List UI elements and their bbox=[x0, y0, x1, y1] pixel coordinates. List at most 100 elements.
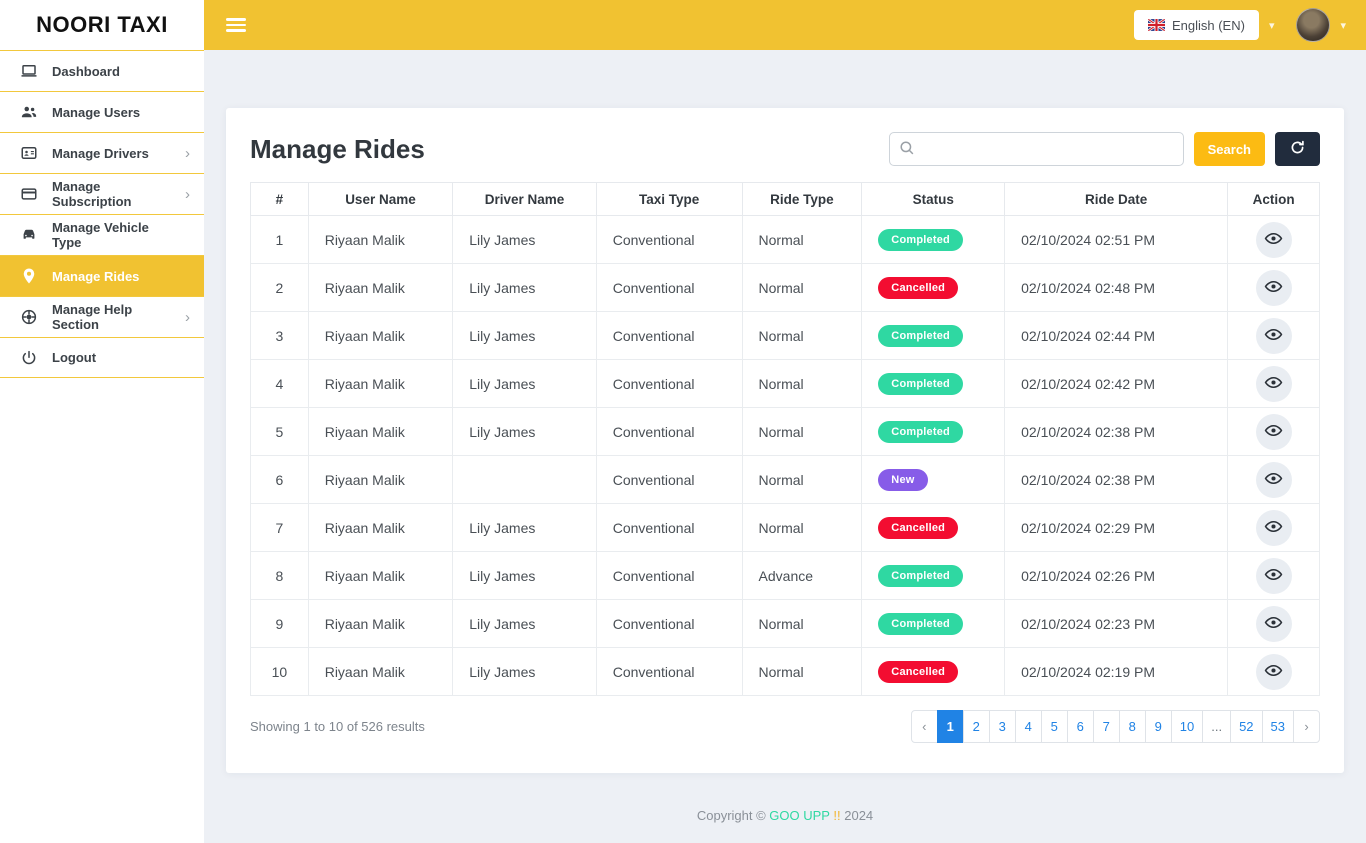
search-button[interactable]: Search bbox=[1193, 132, 1265, 166]
cell-ride-date: 02/10/2024 02:29 PM bbox=[1004, 503, 1229, 552]
view-ride-button[interactable] bbox=[1255, 269, 1292, 306]
users-icon bbox=[20, 103, 38, 121]
map-pin-icon bbox=[20, 267, 38, 285]
view-ride-button[interactable] bbox=[1255, 509, 1292, 546]
table-row: 5 Riyaan Malik Lily James Conventional N… bbox=[250, 407, 1320, 456]
cell-number: 4 bbox=[250, 359, 309, 408]
table-row: 9 Riyaan Malik Lily James Conventional N… bbox=[250, 599, 1320, 648]
cell-ride-date: 02/10/2024 02:48 PM bbox=[1004, 263, 1229, 312]
pagination-page-6[interactable]: 6 bbox=[1066, 710, 1094, 743]
refresh-button[interactable] bbox=[1275, 132, 1320, 166]
language-caret-icon[interactable]: ▾ bbox=[1268, 19, 1275, 32]
view-ride-button[interactable] bbox=[1255, 605, 1292, 642]
eye-icon bbox=[1264, 469, 1283, 491]
main-content: Manage Rides Search bbox=[204, 50, 1366, 843]
pagination-page-2[interactable]: 2 bbox=[962, 710, 990, 743]
cell-action bbox=[1227, 311, 1320, 360]
cell-number: 9 bbox=[250, 599, 309, 648]
table-row: 10 Riyaan Malik Lily James Conventional … bbox=[250, 647, 1320, 696]
status-badge: Cancelled bbox=[878, 516, 959, 539]
status-badge: Completed bbox=[878, 372, 963, 395]
view-ride-button[interactable] bbox=[1255, 413, 1292, 450]
cell-action bbox=[1227, 647, 1320, 696]
sidebar-item-manage-drivers[interactable]: Manage Drivers › bbox=[0, 132, 204, 173]
view-ride-button[interactable] bbox=[1255, 461, 1292, 498]
cell-driver-name: Lily James bbox=[452, 599, 597, 648]
cell-taxi-type: Conventional bbox=[595, 647, 743, 696]
sidebar-item-manage-rides[interactable]: Manage Rides › bbox=[0, 255, 204, 296]
status-badge: New bbox=[878, 468, 928, 491]
eye-icon bbox=[1264, 661, 1283, 683]
language-selector-button[interactable]: English (EN) bbox=[1133, 10, 1259, 40]
cell-user-name: Riyaan Malik bbox=[307, 215, 454, 264]
cell-action bbox=[1227, 215, 1320, 264]
cell-status: Completed bbox=[861, 599, 1006, 648]
eye-icon bbox=[1264, 613, 1283, 635]
sidebar-item-manage-users[interactable]: Manage Users › bbox=[0, 91, 204, 132]
view-ride-button[interactable] bbox=[1255, 365, 1292, 402]
cell-ride-type: Normal bbox=[741, 455, 863, 504]
page-title: Manage Rides bbox=[250, 133, 425, 164]
cell-number: 7 bbox=[250, 503, 309, 552]
search-input[interactable] bbox=[888, 132, 1184, 166]
sidebar-item-logout[interactable]: Logout › bbox=[0, 337, 204, 378]
cell-ride-type: Normal bbox=[741, 407, 863, 456]
column-header: # bbox=[250, 182, 309, 216]
column-header: Driver Name bbox=[452, 182, 597, 216]
cell-status: Completed bbox=[861, 359, 1006, 408]
pagination-page-9[interactable]: 9 bbox=[1144, 710, 1172, 743]
cell-status: Completed bbox=[861, 407, 1006, 456]
pagination-next[interactable]: › bbox=[1293, 710, 1320, 743]
footer-brand-link[interactable]: GOO UPP bbox=[769, 808, 830, 823]
cell-user-name: Riyaan Malik bbox=[307, 551, 454, 600]
pagination-page-10[interactable]: 10 bbox=[1170, 710, 1204, 743]
hamburger-menu-icon[interactable] bbox=[226, 18, 246, 32]
pagination-page-7[interactable]: 7 bbox=[1092, 710, 1120, 743]
pagination-page-3[interactable]: 3 bbox=[988, 710, 1016, 743]
cell-ride-type: Normal bbox=[741, 215, 863, 264]
sidebar-item-dashboard[interactable]: Dashboard › bbox=[0, 50, 204, 91]
pagination-page-53[interactable]: 53 bbox=[1261, 710, 1294, 743]
sidebar-item-manage-vehicle-type[interactable]: Manage Vehicle Type › bbox=[0, 214, 204, 255]
cell-ride-type: Advance bbox=[741, 551, 863, 600]
eye-icon bbox=[1264, 277, 1283, 299]
pagination-prev[interactable]: ‹ bbox=[910, 710, 938, 743]
view-ride-button[interactable] bbox=[1255, 653, 1292, 690]
chevron-right-icon: › bbox=[185, 308, 190, 326]
cell-status: Completed bbox=[861, 215, 1006, 264]
column-header: Status bbox=[861, 182, 1006, 216]
pagination: ‹ 1 2 3 4 5 6 7 8 9 10... 52 53 › bbox=[910, 710, 1320, 743]
table-row: 3 Riyaan Malik Lily James Conventional N… bbox=[250, 311, 1320, 360]
sidebar-item-label: Manage Drivers bbox=[52, 145, 149, 161]
sidebar-item-manage-subscription[interactable]: Manage Subscription › bbox=[0, 173, 204, 214]
pagination-page-52[interactable]: 52 bbox=[1230, 710, 1263, 743]
pagination-page-5[interactable]: 5 bbox=[1040, 710, 1068, 743]
sidebar-item-label: Manage Users bbox=[52, 104, 141, 120]
view-ride-button[interactable] bbox=[1255, 221, 1292, 258]
power-icon bbox=[20, 349, 38, 367]
column-header: Ride Date bbox=[1004, 182, 1229, 216]
pagination-page-4[interactable]: 4 bbox=[1014, 710, 1042, 743]
cell-driver-name: Lily James bbox=[452, 647, 597, 696]
column-header: Ride Type bbox=[741, 182, 863, 216]
sidebar-item-label: Manage Help Section bbox=[52, 302, 133, 332]
user-avatar[interactable] bbox=[1296, 8, 1331, 42]
column-header: Taxi Type bbox=[595, 182, 743, 216]
cell-driver-name: Lily James bbox=[452, 263, 597, 312]
cell-taxi-type: Conventional bbox=[595, 359, 743, 408]
sidebar-item-label: Manage Subscription bbox=[52, 179, 132, 209]
cell-status: New bbox=[861, 455, 1006, 504]
pagination-page-1[interactable]: 1 bbox=[936, 710, 964, 743]
cell-driver-name bbox=[452, 455, 597, 504]
status-badge: Completed bbox=[878, 564, 963, 587]
cell-ride-date: 02/10/2024 02:38 PM bbox=[1004, 407, 1229, 456]
cell-taxi-type: Conventional bbox=[595, 215, 743, 264]
uk-flag-icon bbox=[1147, 19, 1165, 31]
cell-ride-date: 02/10/2024 02:26 PM bbox=[1004, 551, 1229, 600]
view-ride-button[interactable] bbox=[1255, 557, 1292, 594]
pagination-page-8[interactable]: 8 bbox=[1118, 710, 1146, 743]
avatar-caret-icon[interactable]: ▾ bbox=[1340, 19, 1346, 32]
view-ride-button[interactable] bbox=[1255, 317, 1292, 354]
copyright-prefix: Copyright © bbox=[696, 808, 766, 823]
sidebar-item-manage-help-section[interactable]: Manage Help Section › bbox=[0, 296, 204, 337]
